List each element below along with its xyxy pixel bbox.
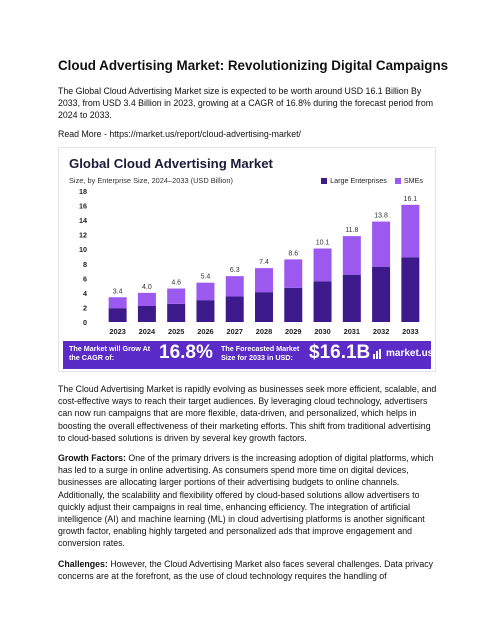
x-tick-label: 2032 <box>373 327 389 336</box>
y-tick-label: 16 <box>79 202 87 211</box>
x-tick-label: 2033 <box>402 327 418 336</box>
bar-total-label: 3.4 <box>113 288 123 295</box>
bar-smes <box>167 288 186 304</box>
y-tick-label: 14 <box>79 216 87 225</box>
bar-large-enterprises <box>108 308 127 322</box>
bar-total-label: 16.1 <box>404 196 418 203</box>
legend-label-smes: SMEs <box>403 176 423 185</box>
bar-smes <box>196 282 215 301</box>
bar-large-enterprises <box>196 300 215 322</box>
growth-factors-label: Growth Factors: <box>58 453 126 463</box>
infographic-title: Global Cloud Advertising Market <box>69 156 273 171</box>
cagr-label: The Market will Grow At the CAGR of: <box>69 344 151 362</box>
y-tick-label: 10 <box>79 245 87 254</box>
bar-smes <box>108 297 127 309</box>
challenges-label: Challenges: <box>58 559 108 569</box>
x-tick-label: 2026 <box>197 327 213 336</box>
x-tick-label: 2031 <box>344 327 360 336</box>
bar-large-enterprises <box>225 296 244 322</box>
bar-smes <box>225 276 244 297</box>
x-tick-label: 2024 <box>139 327 156 336</box>
bar-smes <box>255 268 273 293</box>
bar-smes <box>401 204 420 258</box>
challenges-text: However, the Cloud Advertising Market al… <box>58 559 434 582</box>
market-us-logo: market.us <box>373 348 433 359</box>
x-tick-label: 2023 <box>109 327 125 336</box>
bar-total-label: 8.6 <box>288 250 298 257</box>
bar-smes <box>372 221 391 267</box>
x-tick-label: 2025 <box>168 327 184 336</box>
legend-swatch-smes <box>394 177 401 184</box>
y-tick-label: 0 <box>83 318 87 327</box>
y-tick-label: 2 <box>83 303 87 312</box>
bar-total-label: 10.1 <box>316 239 330 246</box>
bar-total-label: 4.6 <box>171 280 181 287</box>
legend-swatch-large <box>321 177 328 184</box>
bar-total-label: 4.0 <box>142 284 152 291</box>
market-size-label: The Forecasted Market Size for 2033 in U… <box>221 344 300 362</box>
bar-total-label: 11.8 <box>345 227 358 234</box>
legend-item-large: Large Enterprises <box>321 176 387 185</box>
page-title: Cloud Advertising Market: Revolutionizin… <box>58 58 449 73</box>
x-tick-label: 2029 <box>285 327 301 336</box>
bar-large-enterprises <box>313 281 332 322</box>
growth-factors-text: One of the primary drivers is the increa… <box>58 453 434 549</box>
overview-paragraph: The Cloud Advertising Market is rapidly … <box>58 384 437 443</box>
market-us-logo-icon <box>373 348 381 359</box>
infographic-subtitle: Size, by Enterprise Size, 2024–2033 (USD… <box>69 176 233 185</box>
y-tick-label: 8 <box>83 260 87 269</box>
bar-smes <box>137 292 156 306</box>
bar-total-label: 6.3 <box>230 267 240 274</box>
growth-factors-paragraph: Growth Factors: One of the primary drive… <box>58 452 440 550</box>
bar-total-label: 13.8 <box>374 213 388 220</box>
chart-legend: Large Enterprises SMEs <box>321 176 423 185</box>
legend-item-smes: SMEs <box>394 176 423 185</box>
legend-label-large: Large Enterprises <box>330 176 387 185</box>
bar-large-enterprises <box>255 292 273 322</box>
bar-total-label: 5.4 <box>201 274 211 281</box>
stacked-bar-chart: 0 2 4 6 8 10 12 14 16 18 3.4 2023 4.0 2024 4.6 2025 5.4 2… <box>79 187 420 336</box>
bar-smes <box>284 259 303 288</box>
y-tick-label: 6 <box>83 274 87 283</box>
x-tick-label: 2027 <box>227 327 243 336</box>
intro-paragraph: The Global Cloud Advertising Market size… <box>58 86 434 121</box>
bar-large-enterprises <box>401 257 420 322</box>
bar-large-enterprises <box>372 266 391 322</box>
bar-smes <box>313 248 332 282</box>
x-tick-label: 2028 <box>256 327 272 336</box>
bar-large-enterprises <box>284 287 303 322</box>
stats-banner: The Market will Grow At the CAGR of: 16.… <box>63 341 433 369</box>
y-tick-label: 18 <box>79 187 87 196</box>
market-infographic: Global Cloud Advertising Market Size, by… <box>58 147 436 372</box>
bar-smes <box>342 236 361 275</box>
logo-text: market.us <box>386 348 434 359</box>
x-tick-label: 2030 <box>314 327 330 336</box>
bar-large-enterprises <box>167 303 186 322</box>
bar-large-enterprises <box>342 274 361 322</box>
market-size-value: $16.1B <box>309 342 371 363</box>
y-tick-label: 4 <box>83 289 87 298</box>
cagr-value: 16.8% <box>159 342 213 363</box>
bar-large-enterprises <box>137 305 156 322</box>
read-more-link[interactable]: Read More - https://market.us/report/clo… <box>58 129 301 139</box>
challenges-paragraph: Challenges: However, the Cloud Advertisi… <box>58 558 440 582</box>
y-tick-label: 12 <box>79 231 87 240</box>
bar-total-label: 7.4 <box>259 259 269 266</box>
